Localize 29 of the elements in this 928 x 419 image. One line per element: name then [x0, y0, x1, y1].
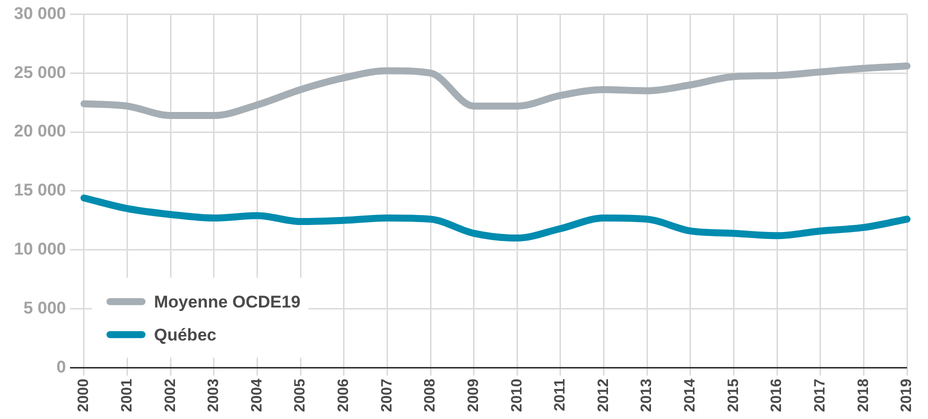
- x-tick-label: 2005: [292, 378, 309, 412]
- x-tick-label: 2019: [898, 378, 916, 412]
- x-tick-label: 2018: [854, 378, 872, 412]
- x-tick-label: 2010: [508, 378, 526, 412]
- x-tick-label: 2004: [248, 378, 266, 412]
- x-tick-label: 2002: [162, 378, 179, 412]
- x-tick-label: 2016: [768, 378, 786, 412]
- x-tick-label: 2017: [812, 378, 829, 412]
- x-tick-label: 2007: [378, 378, 396, 412]
- x-tick-label: 2013: [638, 378, 656, 412]
- x-tick-label: 2012: [594, 378, 612, 412]
- x-tick-label: 2000: [75, 378, 92, 412]
- y-tick-label: 0: [56, 357, 66, 376]
- legend-label: Moyenne OCDE19: [154, 292, 300, 312]
- x-tick-label: 2015: [724, 378, 742, 412]
- x-tick-label: 2006: [335, 378, 352, 412]
- y-tick-label: 20 000: [14, 122, 66, 141]
- x-tick-label: 2009: [464, 378, 482, 412]
- y-tick-label: 25 000: [14, 62, 66, 82]
- y-tick-label: 15 000: [14, 180, 66, 200]
- x-tick-label: 2008: [422, 378, 439, 412]
- y-tick-label: 5 000: [23, 298, 66, 318]
- y-tick-label: 30 000: [14, 4, 66, 23]
- y-tick-label: 10 000: [14, 240, 66, 259]
- legend-label: Québec: [154, 325, 216, 344]
- x-tick-label: 2014: [682, 378, 699, 412]
- x-tick-label: 2001: [118, 378, 136, 412]
- x-tick-label: 2011: [552, 378, 569, 412]
- x-tick-label: 2003: [205, 378, 222, 412]
